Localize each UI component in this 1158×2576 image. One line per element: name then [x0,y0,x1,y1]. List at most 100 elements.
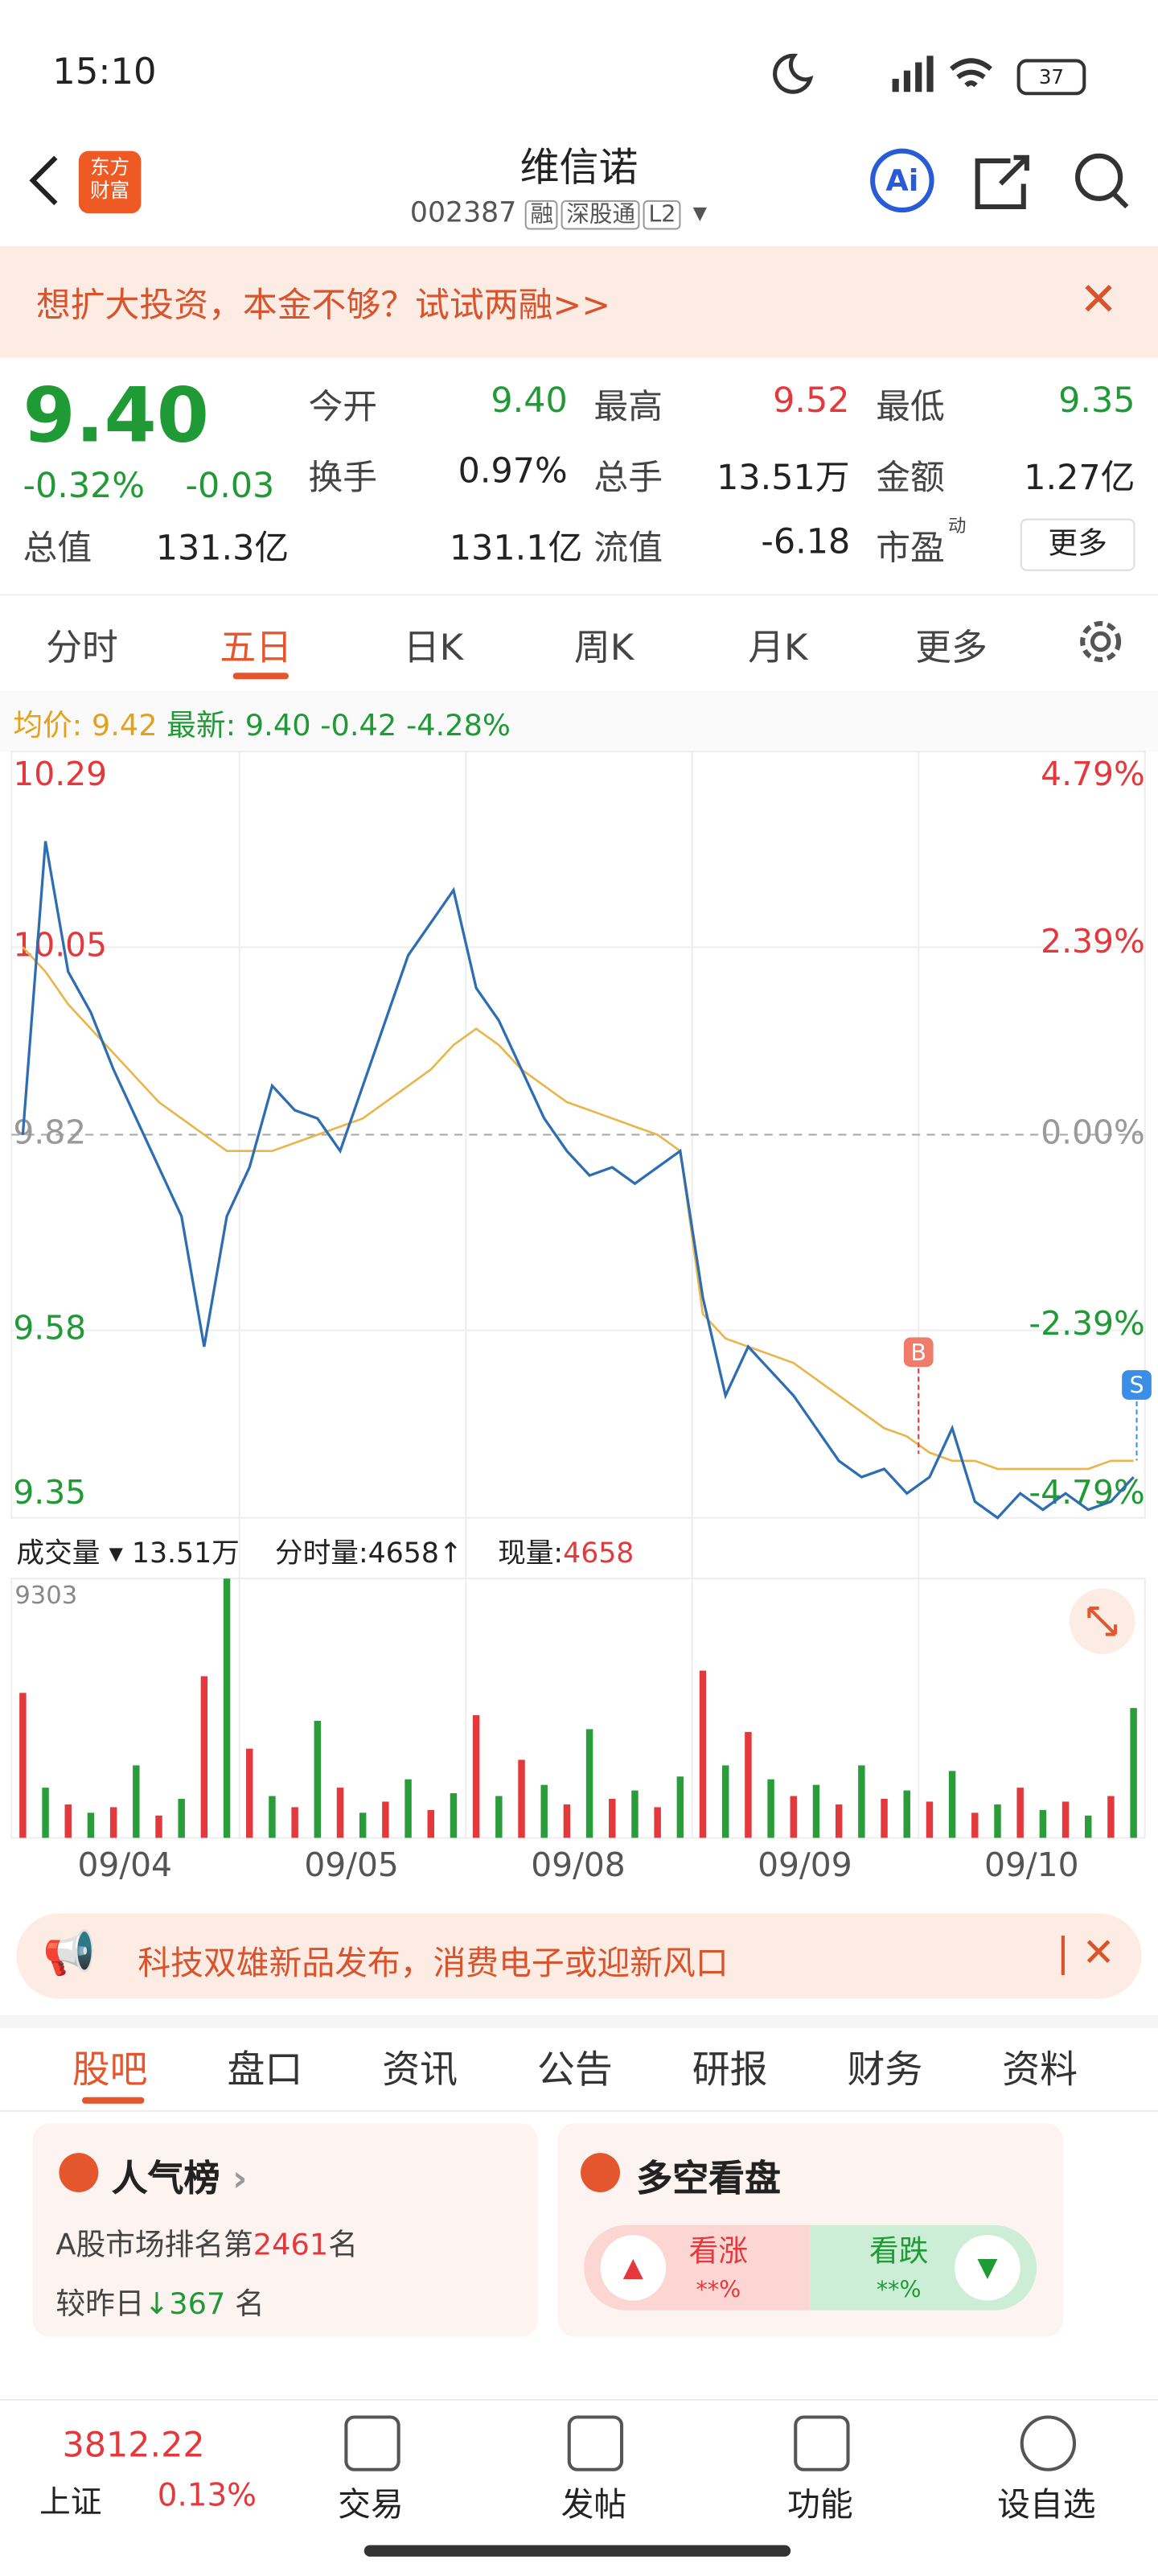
rank-title: 人气榜 › [111,2159,248,2201]
news-icon: 📢 [43,1929,96,1979]
volume-bar [359,1813,367,1838]
divider [0,2110,1158,2113]
day-separators [10,751,1146,1839]
chg: -0.42 [320,709,397,743]
tab[interactable]: 股吧 [72,2049,148,2092]
volume-bar [699,1670,707,1838]
tab[interactable]: 资讯 [382,2049,458,2092]
home-indicator [363,2545,791,2557]
nav-icon[interactable] [344,2415,400,2471]
promo[interactable]: 想扩大投资，本金不够？试试两融>> [35,285,611,325]
nav-label[interactable]: 功能 [787,2484,853,2525]
field-label: 今开 [308,387,378,427]
rank-card[interactable] [32,2123,539,2337]
volume-bar [155,1815,162,1838]
t: A股市场排名第 [55,2228,253,2263]
t: **% [876,2278,922,2304]
volume-bar [246,1748,253,1838]
volume-bar [631,1790,639,1838]
field-label: 总值 [23,528,92,568]
gap [0,2014,1158,2029]
volume-bar [1016,1788,1024,1838]
annotation-box [1122,1370,1152,1400]
volume-bar [19,1693,27,1838]
volume-bar [472,1715,480,1838]
field-value: 9.52 [773,381,850,421]
tab[interactable]: 更多 [915,628,988,670]
volume-bar [540,1784,548,1838]
nav-label[interactable]: 交易 [338,2484,404,2525]
annotation-box [903,1337,934,1368]
vote-icon [581,2153,621,2193]
y2-tick-label: 0.00% [1041,1113,1145,1151]
volume-bar [200,1676,208,1838]
field-label: 总手 [593,458,663,498]
tab-underline [232,673,289,680]
field-label: 流值 [593,528,663,568]
tab[interactable]: 资料 [1002,2049,1078,2092]
logo: 东方 财富 [90,155,130,202]
t: 名 [328,2228,358,2263]
volume-bar [1130,1708,1137,1838]
tab[interactable]: 周K [573,628,634,670]
volume-bar [291,1807,298,1838]
volume-bar [721,1765,729,1838]
tab[interactable]: 分时 [46,628,118,670]
field-value: 9.40 [491,381,568,421]
now: 4658 [563,1537,634,1570]
volume-bar [223,1578,231,1838]
news-bar[interactable] [16,1913,1142,1999]
y2-tick-label: -2.39% [1029,1304,1144,1343]
nav-label[interactable]: 设自选 [997,2484,1096,2525]
volume-bar [336,1788,344,1838]
back[interactable] [16,148,147,220]
volume-bar [64,1804,72,1838]
change: -0.03 [185,466,275,506]
field-value: -6.18 [761,521,851,562]
ai: Ai [885,163,918,198]
tab[interactable]: 月K [748,628,808,670]
more-button[interactable]: 更多 [1020,518,1135,571]
y-tick-label: 9.35 [13,1473,86,1512]
avg: 9.42 [91,709,158,743]
price: 9.40 [23,370,210,460]
tab[interactable]: 五日 [220,628,293,670]
news-close[interactable]: | ✕ [1056,1929,1115,1976]
volume-bar [745,1731,752,1838]
field-value: 13.51万 [717,458,850,498]
promo-bar[interactable] [0,245,1158,358]
volume-bar [109,1807,117,1838]
nav-icon[interactable] [794,2415,850,2471]
nav-label[interactable]: 发帖 [561,2484,627,2525]
header-icons[interactable]: Ai [863,144,1142,216]
now-label: 现量: [498,1537,564,1570]
volume-bar [790,1796,798,1838]
legend-bar [0,690,1158,752]
volume-bar [994,1804,1001,1838]
code: 002387 [409,196,517,230]
x-tick-label: 09/04 [77,1846,172,1884]
up-arrow: ▲ [600,2235,667,2301]
field-label: 换手 [308,458,378,498]
field-value: 9.35 [1058,381,1135,421]
stock-code: 002387 融深股通 L2 ▾ [409,196,708,230]
tab[interactable]: 财务 [847,2049,923,2092]
volume-bar [1107,1796,1115,1838]
settings[interactable] [1073,614,1128,669]
chg-pct: -4.28% [405,709,511,743]
field-sup: 动 [947,515,967,537]
tab[interactable]: 公告 [537,2049,613,2092]
volume-bar [427,1809,434,1838]
nav-icon[interactable] [567,2415,624,2471]
close[interactable]: ✕ [1079,272,1118,327]
tab[interactable]: 日K [403,628,464,670]
title: 人气榜 [111,2159,220,2201]
tab[interactable]: 研报 [692,2049,768,2092]
status-icons [773,53,992,94]
index: 3812.22 [62,2425,205,2465]
tab[interactable]: 盘口 [227,2049,303,2092]
nav-icon[interactable] [1020,2415,1077,2471]
field-value: 131.3亿 [155,528,290,568]
news[interactable]: 科技双雄新品发布，消费电子或迎新风口 [138,1943,729,1982]
